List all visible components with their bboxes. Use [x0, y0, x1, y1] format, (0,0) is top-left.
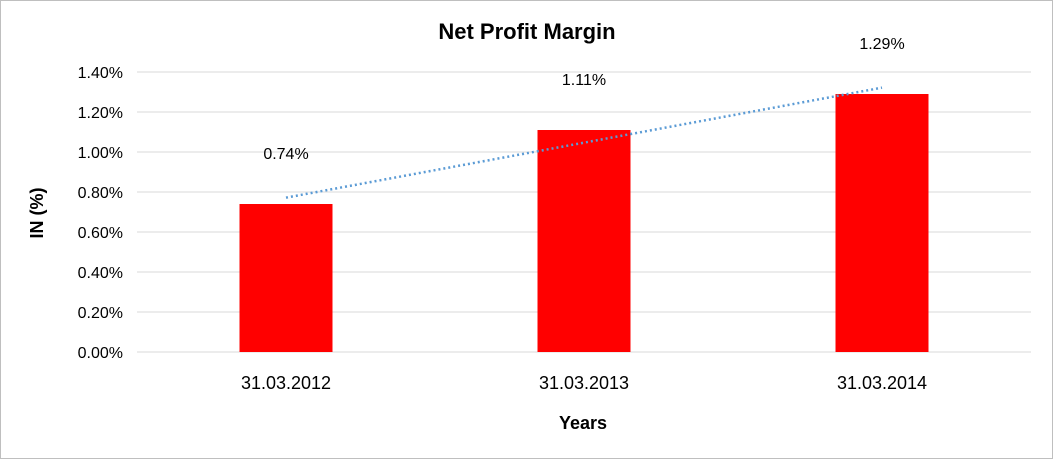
bar — [537, 130, 631, 352]
bar — [239, 204, 333, 352]
y-tick-label: 1.20% — [78, 105, 123, 122]
y-tick-label: 0.80% — [78, 185, 123, 202]
chart-title: Net Profit Margin — [438, 19, 615, 44]
data-label: 1.11% — [562, 72, 606, 89]
x-axis-title: Years — [559, 413, 607, 433]
x-tick-label: 31.03.2012 — [241, 373, 331, 393]
y-tick-label: 1.00% — [78, 145, 123, 162]
y-tick-label: 0.40% — [78, 265, 123, 282]
data-label: 0.74% — [263, 146, 308, 163]
trendline — [285, 86, 883, 199]
y-tick-label: 1.40% — [78, 65, 123, 82]
bar — [835, 94, 929, 352]
trendline-layer — [285, 86, 883, 199]
y-tick-label: 0.60% — [78, 225, 123, 242]
x-tick-label: 31.03.2014 — [837, 373, 927, 393]
y-tick-label: 0.00% — [78, 345, 123, 362]
data-labels: 0.74% 1.11% 1.29% — [263, 36, 904, 163]
data-label: 1.29% — [859, 36, 904, 53]
bars — [239, 94, 929, 352]
x-tick-label: 31.03.2013 — [539, 373, 629, 393]
y-axis-ticks: 0.00% 0.20% 0.40% 0.60% 0.80% 1.00% 1.20% 1.40% — [78, 65, 123, 362]
y-axis-title: IN (%) — [27, 188, 47, 239]
x-axis-ticks: 31.03.2012 31.03.2013 31.03.2014 — [241, 373, 927, 393]
y-tick-label: 0.20% — [78, 305, 123, 322]
